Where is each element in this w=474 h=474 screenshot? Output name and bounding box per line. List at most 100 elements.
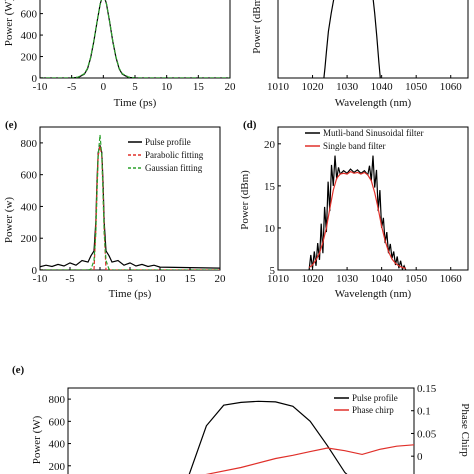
x-tick-label: -10 [33, 81, 48, 93]
x-tick-label: 1040 [371, 273, 394, 285]
x-tick-label: 10 [161, 81, 173, 93]
x-tick-label: -10 [33, 273, 48, 285]
series-line-pulse-profile [188, 400, 348, 474]
x-tick-labels: 1010 1020 1030 1040 1050 1060 [267, 75, 462, 93]
x-tick-label: 15 [193, 81, 205, 93]
data-lines [323, 0, 381, 78]
data-lines [308, 155, 407, 270]
y2-tick-labels: -0.0500.050.10.15 [411, 383, 440, 474]
y-tick-label: 5 [270, 265, 276, 277]
x-tick-label: 15 [185, 273, 197, 285]
x-tick-labels: 1010 1020 1030 1040 1050 1060 [267, 267, 462, 285]
y2-tick-label: 0.15 [417, 383, 437, 395]
legend-label-pulse: Pulse profile [145, 137, 191, 147]
x-tick-label: 1030 [336, 81, 359, 93]
x-axis-label: Wavelength (nm) [335, 97, 412, 109]
y2-tick-label: 0.05 [417, 428, 437, 440]
x-axis-label: Wavelength (nm) [335, 288, 412, 300]
series-line-1 [40, 0, 230, 78]
x-tick-label: 5 [132, 81, 138, 93]
y-tick-label: 800 [21, 138, 38, 150]
y2-tick-label: 0 [417, 451, 423, 463]
x-tick-labels: -10 -5 0 5 10 15 20 [33, 267, 226, 285]
y-tick-label: 10 [264, 223, 276, 235]
y-tick-label: 600 [21, 9, 38, 21]
x-tick-label: 10 [155, 273, 167, 285]
x-tick-label: 1050 [405, 81, 428, 93]
y-tick-labels: 0 200 400 600 800 [21, 138, 43, 277]
x-axis-label: Time (ps) [114, 97, 157, 109]
y-tick-label: 20 [264, 139, 276, 151]
x-tick-label: 1020 [302, 81, 325, 93]
legend: Pulse profile Phase chirp [334, 393, 398, 415]
y-tick-label: 600 [49, 416, 66, 428]
y-tick-labels: 5 10 15 20 [264, 139, 281, 277]
plot-frame [277, 0, 469, 79]
series-line-pulse-profile [40, 145, 220, 269]
x-tick-label: 1050 [405, 273, 428, 285]
x-tick-label: 1060 [440, 273, 463, 285]
x-tick-label: 0 [97, 273, 103, 285]
x-tick-label: 1060 [440, 81, 463, 93]
x-tick-label: 1040 [371, 81, 394, 93]
y-tick-label: 400 [21, 30, 38, 42]
y-tick-labels: 0 200 400 600 [21, 9, 43, 85]
panel-label: (e) [5, 119, 18, 131]
x-axis-label: Time (ps) [109, 288, 152, 300]
series-line-0 [323, 0, 381, 78]
y-axis-label: Power (W) [3, 0, 15, 46]
x-tick-labels: -10 -5 0 5 10 15 20 [33, 75, 236, 93]
legend: Pulse profile Parabolic fitting Gaussian… [128, 137, 204, 173]
panel-top-right-spectrum: 1010 1020 1030 1040 1050 1060 Wavelength (nm)… [251, 0, 469, 109]
plot-frame [277, 126, 469, 271]
x-tick-label: 1030 [336, 273, 359, 285]
panel-middle-right-spectrum: (d) 1010 1020 1030 1040 1050 1060 5 10 15 20 Wav… [239, 119, 469, 300]
y-tick-label: 15 [264, 181, 276, 193]
legend-label-pulse: Pulse profile [352, 393, 398, 403]
x-tick-label: -5 [65, 273, 75, 285]
y-tick-label: 200 [21, 233, 38, 245]
x-tick-label: 20 [225, 81, 237, 93]
y-tick-label: 600 [21, 170, 38, 182]
x-tick-label: 5 [127, 273, 133, 285]
x-tick-label: 20 [215, 273, 227, 285]
panel-middle-left-pulse: (e) -10 -5 0 5 10 15 20 0 200 400 600 800 Time (ps… [3, 119, 226, 300]
data-lines [40, 0, 230, 78]
y-axis-label: Power (w) [3, 197, 15, 243]
panel-label: (e) [12, 364, 25, 376]
y-tick-label: 200 [49, 461, 66, 473]
x-tick-label: -5 [67, 81, 77, 93]
panel-label: (d) [243, 119, 257, 131]
legend-label-singleband: Single band filter [323, 141, 386, 151]
x-tick-label: 1010 [267, 81, 290, 93]
y-tick-label: 800 [49, 394, 66, 406]
x-tick-label: 0 [101, 81, 107, 93]
series-line-gaussian-fitting [40, 134, 220, 270]
y2-axis-label: Phase Chirp [459, 403, 471, 457]
series-line-single-band-filter [308, 170, 406, 269]
series-line-phase-chirp [205, 444, 414, 474]
data-lines [188, 400, 414, 474]
panel-top-left-pulse: -10 -5 0 5 10 15 20 0 200 400 600 Time (ps) Power… [3, 0, 236, 109]
y-tick-label: 400 [49, 439, 66, 451]
y-axis-label: Power (W) [31, 415, 43, 464]
data-lines [40, 134, 220, 270]
y-tick-label: 400 [21, 201, 38, 213]
y-axis-label: Power (dBm) [239, 170, 251, 230]
legend-label-parabolic: Parabolic fitting [145, 150, 204, 160]
y-tick-label: 200 [21, 52, 38, 64]
y-axis-label: Power (dBm) [251, 0, 263, 54]
x-tick-label: 1020 [302, 273, 325, 285]
y-tick-label: 0 [32, 73, 38, 85]
y-tick-label: 0 [32, 265, 38, 277]
legend-label-multiband: Mutli-band Sinusoidal filter [323, 128, 424, 138]
y2-tick-label: 0.1 [417, 406, 431, 418]
plot-frame [67, 387, 415, 474]
legend-label-gaussian: Gaussian fitting [145, 163, 203, 173]
legend: Mutli-band Sinusoidal filter Single band… [305, 128, 424, 151]
legend-label-chirp: Phase chirp [352, 405, 394, 415]
x-tick-label: 1010 [267, 273, 290, 285]
